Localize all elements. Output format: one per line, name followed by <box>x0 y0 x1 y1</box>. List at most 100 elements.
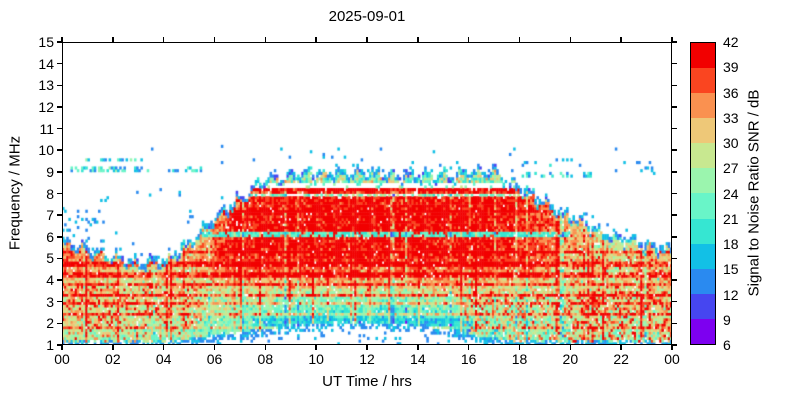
colorbar-segment <box>691 243 715 269</box>
colorbar-tick-label: 27 <box>723 160 739 177</box>
y-tick-left <box>57 84 62 87</box>
colorbar-segment <box>691 93 715 119</box>
y-tick-left <box>57 192 62 195</box>
x-tick-bottom <box>264 345 267 350</box>
colorbar-tick-label: 18 <box>723 236 739 252</box>
x-tick-bottom <box>315 345 317 350</box>
x-tick-bottom <box>569 345 572 350</box>
y-tick-right <box>672 62 677 65</box>
colorbar-segment <box>691 68 715 94</box>
y-tick-left <box>57 171 62 173</box>
colorbar-segment <box>691 193 715 219</box>
colorbar-segment <box>691 168 715 194</box>
colorbar-tick-label: 33 <box>723 109 739 126</box>
y-tick-label: 1 <box>46 337 54 353</box>
colorbar-segment <box>691 143 715 169</box>
y-tick-left <box>57 106 62 108</box>
colorbar-tick-label: 21 <box>723 210 739 227</box>
x-tick-top <box>467 37 470 42</box>
x-tick-label: 06 <box>206 351 223 367</box>
y-tick-right <box>672 171 677 173</box>
colorbar-tick-label: 12 <box>723 286 739 303</box>
x-tick-bottom <box>112 345 114 350</box>
colorbar-tick-label: 39 <box>723 59 739 76</box>
y-tick-label: 2 <box>46 315 54 332</box>
y-tick-left <box>57 41 62 43</box>
colorbar-tick-label: 36 <box>723 84 739 101</box>
x-tick-top <box>162 37 165 42</box>
y-tick-right <box>672 192 677 195</box>
y-tick-label: 15 <box>38 34 54 50</box>
y-tick-right <box>672 344 677 346</box>
y-tick-left <box>57 257 62 260</box>
y-tick-label: 10 <box>38 142 54 159</box>
x-tick-top <box>315 37 317 42</box>
x-tick-bottom <box>620 345 622 350</box>
x-tick-label: 04 <box>155 351 172 367</box>
colorbar-tick-label: 30 <box>723 135 739 151</box>
colorbar-segment <box>691 43 715 69</box>
heatmap-canvas <box>62 42 672 345</box>
y-tick-left <box>57 214 62 216</box>
colorbar-tick-label: 6 <box>723 337 731 353</box>
x-tick-label: 22 <box>613 351 629 367</box>
x-tick-bottom <box>467 345 470 350</box>
y-tick-label: 13 <box>38 77 54 94</box>
y-tick-label: 8 <box>46 185 54 202</box>
colorbar-tick-label: 24 <box>723 185 739 202</box>
y-tick-right <box>672 84 677 87</box>
y-tick-label: 11 <box>39 120 54 137</box>
colorbar-title: Signal to Noise Ratio SNR / dB <box>745 89 763 297</box>
x-tick-label: 10 <box>308 351 324 367</box>
y-tick-left <box>57 322 62 325</box>
x-tick-top <box>61 37 63 42</box>
x-tick-label: 20 <box>562 351 579 367</box>
y-tick-right <box>672 279 677 281</box>
y-tick-left <box>57 62 62 65</box>
y-tick-right <box>672 257 677 260</box>
y-tick-left <box>57 279 62 281</box>
x-tick-bottom <box>366 345 368 350</box>
y-tick-label: 6 <box>46 228 54 245</box>
x-tick-bottom <box>213 345 216 350</box>
y-tick-label: 12 <box>38 98 54 115</box>
x-tick-label: 18 <box>511 351 528 367</box>
x-tick-top <box>518 37 521 42</box>
colorbar-segment <box>691 293 715 319</box>
y-tick-label: 7 <box>46 207 54 224</box>
y-tick-left <box>57 344 62 346</box>
y-tick-right <box>672 41 677 43</box>
y-tick-right <box>672 236 677 238</box>
x-tick-top <box>366 37 368 42</box>
x-tick-top <box>569 37 572 42</box>
y-tick-right <box>672 127 677 130</box>
y-tick-label: 5 <box>46 250 54 267</box>
x-tick-label: 02 <box>105 351 121 367</box>
x-tick-label: 00 <box>664 351 680 367</box>
colorbar-tick-label: 9 <box>723 311 731 328</box>
x-tick-bottom <box>162 345 165 350</box>
x-tick-bottom <box>61 345 63 350</box>
y-tick-label: 3 <box>46 293 54 310</box>
x-tick-bottom <box>671 345 673 350</box>
chart-title: 2025-09-01 <box>328 8 406 25</box>
x-tick-label: 08 <box>257 351 274 367</box>
y-tick-right <box>672 300 677 303</box>
x-tick-bottom <box>417 345 419 350</box>
y-tick-right <box>672 149 677 151</box>
x-tick-top <box>264 37 267 42</box>
colorbar-tick-label: 42 <box>723 34 739 50</box>
y-tick-right <box>672 214 677 216</box>
colorbar-tick-label: 15 <box>723 261 739 278</box>
x-tick-bottom <box>518 345 521 350</box>
y-tick-left <box>57 127 62 130</box>
x-tick-label: 12 <box>359 351 375 367</box>
colorbar-segment <box>691 118 715 144</box>
y-tick-label: 14 <box>38 55 54 72</box>
y-tick-right <box>672 322 677 325</box>
x-tick-label: 16 <box>460 351 477 367</box>
y-tick-left <box>57 300 62 303</box>
y-tick-label: 9 <box>46 163 54 180</box>
y-tick-left <box>57 149 62 151</box>
